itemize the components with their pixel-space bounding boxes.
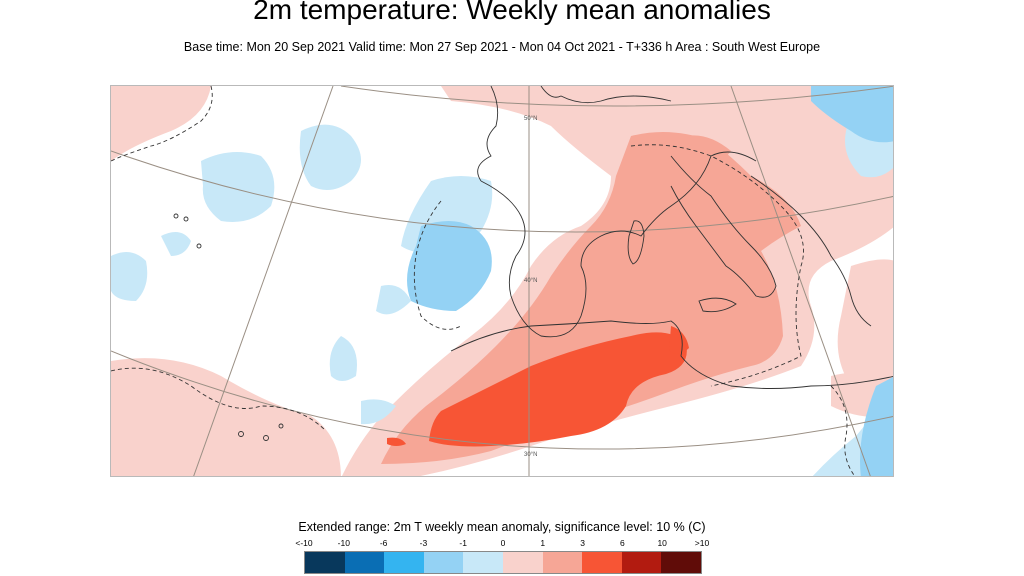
legend-swatch <box>423 552 464 573</box>
legend-tick: 1 <box>540 538 546 548</box>
parallel-label: 40°N <box>524 278 537 284</box>
legend-swatch <box>621 552 662 573</box>
legend-tick: <-10 <box>295 538 313 548</box>
legend-tick: >10 <box>694 538 710 548</box>
parallel-labels: 50°N 40°N 30°N <box>524 116 537 458</box>
legend-swatch <box>661 552 701 573</box>
legend-swatch <box>344 552 385 573</box>
legend-title: Extended range: 2m T weekly mean anomaly… <box>298 520 706 534</box>
warm-strong-regions <box>387 326 689 447</box>
legend-swatch <box>582 552 622 573</box>
legend-tick: -6 <box>379 538 388 548</box>
legend-tick: -10 <box>337 538 350 548</box>
legend-tick: 3 <box>580 538 585 548</box>
parallel-label: 50°N <box>524 116 537 122</box>
graticule <box>111 86 893 476</box>
legend-color-bar <box>304 551 702 574</box>
significance-contours <box>111 86 856 476</box>
legend-tick: -3 <box>419 538 428 548</box>
legend-swatch <box>502 552 543 573</box>
legend-swatch <box>463 552 503 573</box>
parallel-label: 30°N <box>524 452 537 458</box>
coastlines <box>173 86 893 441</box>
legend-tick: 10 <box>657 538 667 548</box>
legend-swatch <box>542 552 583 573</box>
legend-swatch <box>305 552 345 573</box>
legend-tick: 0 <box>500 538 506 548</box>
cool-medium-regions <box>407 86 893 476</box>
map-subtitle: Base time: Mon 20 Sep 2021 Valid time: M… <box>183 40 821 54</box>
anomaly-map: 50°N 40°N 30°N <box>110 85 894 477</box>
legend-swatch <box>384 552 424 573</box>
legend-tick: -1 <box>459 538 467 548</box>
legend-tick: 6 <box>620 538 625 548</box>
map-title: 2m temperature: Weekly mean anomalies <box>253 0 771 25</box>
legend-ticks: <-10 -10 -6 -3 -1 0 1 3 6 10 >10 <box>295 538 709 550</box>
